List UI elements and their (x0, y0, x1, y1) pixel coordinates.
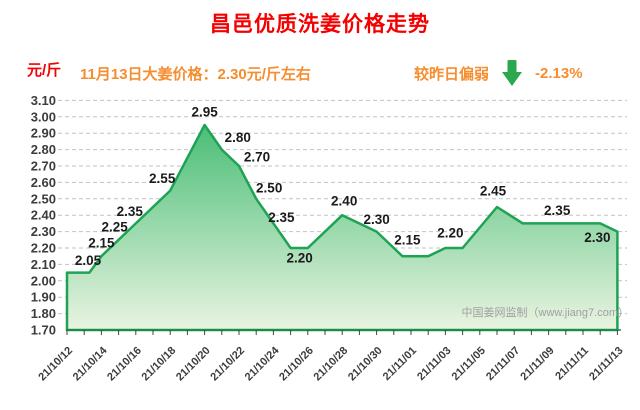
x-tick-label-group: 21/10/30 (346, 345, 385, 384)
y-tick-label: 2.60 (31, 175, 56, 190)
y-tick-label: 3.10 (31, 93, 56, 108)
y-tick-label: 3.00 (31, 109, 56, 124)
x-tick-label: 21/10/30 (346, 345, 385, 384)
data-label: 2.40 (331, 194, 357, 209)
data-label: 2.80 (225, 130, 251, 145)
y-tick-label: 2.00 (31, 273, 56, 288)
data-label: 2.20 (437, 226, 463, 241)
data-label: 2.95 (191, 105, 218, 120)
x-tick-label-group: 21/10/24 (243, 344, 282, 383)
trend-label: 较昨日偏弱 (414, 65, 490, 83)
x-tick-label-group: 21/10/18 (140, 345, 179, 384)
x-tick-label: 21/10/22 (208, 345, 247, 384)
x-tick-label: 21/10/12 (36, 345, 75, 384)
x-tick-label: 21/11/11 (553, 345, 591, 383)
data-label: 2.45 (480, 184, 507, 199)
x-tick-label-group: 21/10/26 (277, 345, 316, 384)
x-tick-label: 21/11/01 (381, 345, 419, 383)
data-label: 2.30 (584, 230, 610, 245)
x-tick-label: 21/11/07 (484, 345, 522, 383)
price-subtitle: 11月13日大姜价格：2.30元/斤左右 (80, 66, 311, 83)
down-arrow-icon (502, 60, 523, 86)
x-tick-label: 21/10/26 (277, 345, 316, 384)
data-label: 2.25 (101, 219, 128, 234)
y-axis-unit-label: 元/斤 (27, 62, 62, 79)
y-tick-label: 1.80 (31, 306, 56, 321)
x-tick-label-group: 21/10/22 (208, 345, 247, 384)
y-tick-label: 2.70 (31, 159, 56, 174)
page-title: 昌邑优质洗姜价格走势 (210, 13, 430, 36)
x-tick-label: 21/10/16 (105, 345, 144, 384)
y-tick-label: 2.50 (31, 191, 56, 206)
x-tick-label: 21/10/14 (71, 344, 110, 383)
x-tick-label-group: 21/10/20 (174, 345, 213, 384)
data-label: 2.35 (544, 203, 571, 218)
x-tick-label: 21/10/28 (312, 345, 351, 384)
y-tick-label: 1.70 (31, 323, 56, 338)
x-tick-label-group: 21/10/12 (36, 345, 75, 384)
x-tick-label-group: 21/11/07 (484, 345, 522, 383)
x-tick-label: 21/11/03 (415, 345, 453, 383)
x-tick-label: 21/11/09 (518, 345, 556, 383)
x-tick-label-group: 21/11/03 (415, 345, 453, 383)
y-tick-label: 2.10 (31, 257, 56, 272)
y-tick-label: 2.20 (31, 241, 56, 256)
x-tick-label-group: 21/10/28 (312, 345, 351, 384)
watermark: 中国姜网监制（www.jiang7.com） (461, 307, 629, 319)
x-tick-label: 21/10/20 (174, 345, 213, 384)
data-label: 2.30 (363, 212, 389, 227)
data-label: 2.70 (244, 150, 270, 165)
y-tick-label: 2.90 (31, 126, 56, 141)
x-tick-label-group: 21/10/16 (105, 345, 144, 384)
x-tick-label-group: 21/10/14 (71, 344, 110, 383)
data-label: 2.20 (286, 251, 312, 266)
x-tick-label-group: 21/11/09 (518, 345, 556, 383)
y-tick-label: 2.40 (31, 208, 56, 223)
x-tick-label-group: 21/11/13 (587, 345, 625, 383)
x-tick-label-group: 21/11/01 (381, 345, 419, 383)
data-label: 2.15 (394, 233, 421, 248)
change-percent: -2.13% (535, 64, 583, 82)
data-label: 2.50 (256, 180, 282, 195)
x-tick-label: 21/10/24 (243, 344, 282, 383)
data-label: 2.35 (117, 204, 144, 219)
data-label: 2.35 (268, 210, 295, 225)
x-tick-label-group: 21/11/05 (450, 345, 488, 383)
x-tick-label: 21/11/05 (450, 345, 488, 383)
area-series (65, 123, 619, 332)
y-tick-label: 1.90 (31, 290, 56, 305)
trend-status: 较昨日偏弱 -2.13% (414, 60, 583, 86)
data-label: 2.15 (88, 236, 115, 251)
data-label: 2.55 (149, 171, 176, 186)
y-tick-label: 2.30 (31, 224, 56, 239)
x-tick-label: 21/10/18 (140, 345, 179, 384)
y-tick-label: 2.80 (31, 142, 56, 157)
data-label: 2.05 (75, 253, 102, 268)
x-tick-label-group: 21/11/11 (553, 345, 591, 383)
x-tick-label: 21/11/13 (587, 345, 625, 383)
